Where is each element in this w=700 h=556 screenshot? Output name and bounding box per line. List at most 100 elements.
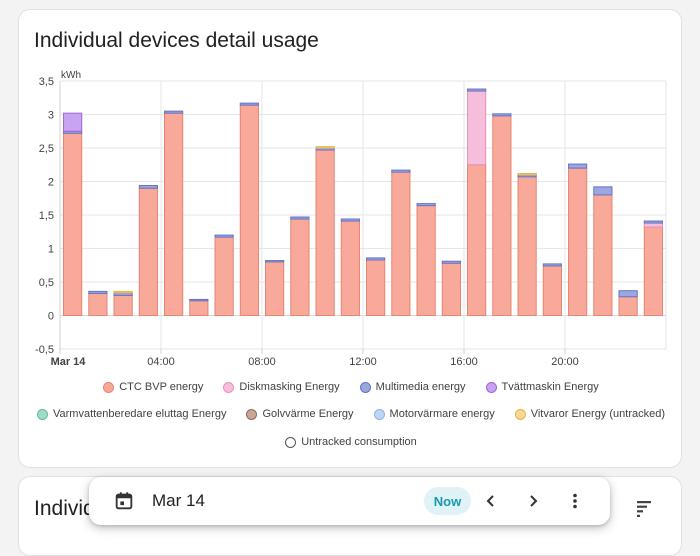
chevron-right-icon bbox=[530, 495, 538, 507]
legend-row: Varmvattenberedare eluttag Energy Golvvär… bbox=[19, 408, 683, 420]
bar-segment bbox=[467, 90, 487, 166]
legend-label: CTC BVP energy bbox=[119, 381, 204, 393]
bar-segment bbox=[643, 226, 663, 316]
bar-segment bbox=[593, 186, 613, 196]
x-tick-label: Mar 14 bbox=[51, 356, 87, 368]
y-tick-label: 3 bbox=[48, 110, 54, 122]
bar-segment bbox=[391, 169, 411, 173]
legend-swatch bbox=[246, 408, 258, 420]
legend-item[interactable]: Golvvärme Energy bbox=[246, 408, 354, 420]
bar-segment bbox=[189, 300, 209, 317]
calendar-icon[interactable] bbox=[113, 490, 135, 512]
bar-segment bbox=[467, 88, 487, 92]
bar-segment bbox=[441, 260, 461, 264]
bar-segment bbox=[138, 185, 158, 189]
bar-segment bbox=[265, 261, 285, 316]
legend-label: Motorvärmare energy bbox=[389, 408, 495, 420]
y-tick-label: 3,5 bbox=[39, 76, 54, 88]
x-tick-label: 12:00 bbox=[349, 356, 377, 368]
x-tick-label: 08:00 bbox=[248, 356, 276, 368]
bar-segment bbox=[290, 216, 310, 220]
bar-segment bbox=[517, 176, 537, 316]
more-vertical-icon bbox=[573, 493, 577, 509]
selected-date[interactable]: Mar 14 bbox=[152, 491, 205, 510]
legend-label: Diskmasking Energy bbox=[239, 381, 340, 393]
legend-label: Golvvärme Energy bbox=[262, 408, 354, 420]
bar-segment bbox=[88, 292, 108, 317]
bar-segment bbox=[467, 164, 487, 316]
y-tick-label: -0,5 bbox=[35, 344, 54, 356]
bar-segment bbox=[366, 259, 386, 316]
bar-segment bbox=[265, 260, 285, 263]
bar-segment bbox=[593, 194, 613, 316]
legend-swatch bbox=[359, 381, 371, 393]
bar-segment bbox=[214, 236, 234, 316]
bar-segment bbox=[618, 290, 638, 298]
legend-item[interactable]: Multimedia energy bbox=[359, 381, 466, 393]
bar-segment bbox=[568, 163, 588, 169]
y-tick-label: 0 bbox=[48, 311, 54, 323]
bar-segment bbox=[416, 205, 436, 316]
bar-segment bbox=[416, 203, 436, 207]
bar-segment bbox=[239, 104, 259, 317]
card-title: Individual devices detail usage bbox=[34, 29, 319, 52]
legend-swatch bbox=[36, 408, 48, 420]
legend-row: Untracked consumption bbox=[19, 436, 683, 448]
bar-segment bbox=[315, 149, 335, 316]
legend-swatch bbox=[485, 381, 497, 393]
bar-segment bbox=[441, 262, 461, 317]
y-tick-label: 1,5 bbox=[39, 210, 54, 222]
legend-item[interactable]: Varmvattenberedare eluttag Energy bbox=[36, 408, 227, 420]
y-tick-label: 2,5 bbox=[39, 143, 54, 155]
bar-segment bbox=[164, 110, 184, 114]
bar-segment bbox=[113, 290, 133, 294]
bar-segment bbox=[340, 220, 360, 316]
legend-item[interactable]: Untracked consumption bbox=[285, 436, 417, 448]
legend-item[interactable]: Motorvärmare energy bbox=[373, 408, 495, 420]
x-tick-label: 16:00 bbox=[450, 356, 478, 368]
bar-segment bbox=[542, 263, 562, 267]
bar-segment bbox=[643, 220, 663, 224]
bar-segment bbox=[189, 298, 209, 302]
legend-item[interactable]: Diskmasking Energy bbox=[223, 381, 340, 393]
legend-label: Tvättmaskin Energy bbox=[501, 381, 599, 393]
legend-swatch bbox=[103, 381, 115, 393]
legend-row: CTC BVP energy Diskmasking Energy Multimed… bbox=[19, 381, 683, 393]
more-options-button[interactable] bbox=[563, 489, 587, 513]
legend-label: Vitvaror Energy (untracked) bbox=[530, 408, 666, 420]
legend-swatch bbox=[514, 408, 526, 420]
legend-item[interactable]: Vitvaror Energy (untracked) bbox=[514, 408, 666, 420]
legend-label: Multimedia energy bbox=[375, 381, 466, 393]
bar-segment bbox=[315, 146, 335, 149]
bar-segment bbox=[214, 234, 234, 238]
bar-segment bbox=[113, 294, 133, 316]
bar-segment bbox=[138, 187, 158, 316]
bar-segment bbox=[618, 296, 638, 316]
legend-swatch bbox=[373, 408, 385, 420]
y-axis-unit: kWh bbox=[61, 70, 81, 81]
legend-item[interactable]: CTC BVP energy bbox=[103, 381, 203, 393]
legend-label: Varmvattenberedare eluttag Energy bbox=[52, 408, 227, 420]
legend-label: Untracked consumption bbox=[301, 436, 417, 448]
y-tick-label: 0,5 bbox=[39, 277, 54, 289]
bar-segment bbox=[568, 167, 588, 316]
y-tick-label: 2 bbox=[48, 177, 54, 189]
legend-swatch bbox=[223, 381, 235, 393]
now-button[interactable]: Now bbox=[424, 487, 471, 515]
bar-segment bbox=[164, 112, 184, 316]
usage-chart[interactable]: -0,5 0 0,5 1 1,5 2 2,5 3 3,5 Mar 14 04:00 08:00 12:0… bbox=[19, 10, 683, 370]
bar-segment bbox=[63, 132, 83, 317]
bar-segment bbox=[643, 222, 663, 228]
bar-segment bbox=[391, 171, 411, 316]
legend-item[interactable]: Tvättmaskin Energy bbox=[485, 381, 599, 393]
sort-icon[interactable] bbox=[634, 498, 654, 518]
bar-segment bbox=[542, 265, 562, 316]
bar-segment bbox=[63, 112, 83, 132]
devices-detail-card: Individual devices detail usage -0,5 0 0,5… bbox=[18, 9, 682, 468]
bar-segment bbox=[340, 218, 360, 222]
bar-segment bbox=[239, 102, 259, 106]
x-tick-label: 20:00 bbox=[551, 356, 579, 368]
next-day-button[interactable] bbox=[521, 489, 545, 513]
previous-day-button[interactable] bbox=[479, 489, 503, 513]
bar-segment bbox=[492, 113, 512, 117]
